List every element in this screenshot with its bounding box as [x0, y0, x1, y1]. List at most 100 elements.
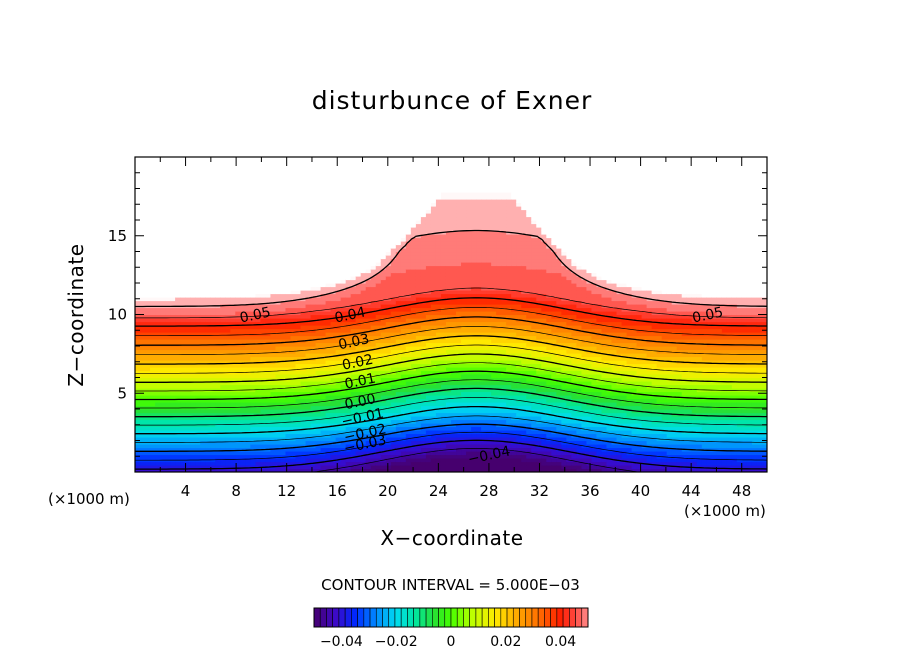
colorbar-tick-label: 0: [447, 634, 456, 650]
colorbar-swatch: [413, 607, 421, 628]
colorbar-swatch: [363, 607, 371, 628]
colorbar-swatch: [419, 607, 427, 628]
colorbar-swatch: [581, 607, 589, 628]
colorbar-swatch: [494, 607, 502, 628]
x-tick-label: 36: [580, 482, 599, 500]
colorbar-swatch: [488, 607, 495, 628]
contour-line: [135, 431, 767, 461]
colorbar-swatch: [357, 607, 365, 628]
contour-line: [135, 297, 767, 327]
colorbar-swatch: [537, 607, 545, 628]
colorbar-swatch: [394, 607, 402, 628]
colorbar-swatch: [313, 607, 321, 628]
colorbar-swatch: [319, 607, 327, 628]
contour-label: 0.01: [343, 371, 377, 393]
contour-line: [135, 362, 767, 392]
y-tick-label: 15: [108, 227, 127, 245]
colorbar-swatch: [444, 607, 452, 628]
colorbar-swatch: [432, 607, 439, 628]
colorbar-swatch: [388, 607, 396, 628]
contour-line: [135, 415, 767, 443]
contour-line: [135, 326, 767, 356]
x-tick-label: 32: [530, 482, 549, 500]
contour-line: [135, 307, 767, 337]
colorbar-swatch: [519, 607, 527, 628]
colorbar-tick-label: 0.04: [545, 634, 576, 650]
contour-line: [135, 353, 767, 383]
colorbar-swatch: [481, 607, 489, 628]
x-unit-label-right: (×1000 m): [684, 502, 766, 520]
x-tick-label: 20: [378, 482, 397, 500]
colorbar-swatch: [326, 607, 333, 628]
colorbar-tick-label: 0.02: [490, 634, 521, 650]
colorbar-swatch: [382, 607, 390, 628]
colorbar-swatch: [575, 607, 583, 628]
contour-labels: 0.05 0.040.030.020.010.00−0.01−0.02−0.03−…: [238, 304, 724, 468]
colorbar-swatch: [531, 607, 539, 628]
x-unit-label-left: (×1000 m): [48, 490, 130, 508]
colorbar-swatch: [562, 607, 570, 628]
x-tick-label: 44: [682, 482, 701, 500]
x-tick-label: 24: [429, 482, 448, 500]
colorbar: −0.04 −0.02 0 0.02 0.04: [313, 607, 589, 650]
contour-line: [135, 287, 767, 319]
x-tick-label: 28: [479, 482, 498, 500]
colorbar-swatch: [369, 607, 377, 628]
colorbar-swatch: [506, 607, 514, 628]
contour-line: [135, 316, 767, 346]
colorbar-swatch: [469, 607, 477, 628]
x-axis-label: X−coordinate: [380, 526, 524, 550]
colorbar-swatch: [512, 607, 520, 628]
colorbar-swatch: [456, 607, 464, 628]
colorbar-swatch: [425, 607, 433, 628]
colorbar-swatch: [569, 607, 576, 628]
contour-line: [135, 405, 767, 435]
contour-line: [135, 439, 767, 470]
contour-label: 0.05: [691, 304, 725, 326]
contour-label: 0.03: [337, 331, 371, 353]
y-tick-label: 10: [108, 306, 127, 324]
contour-label: 0.02: [341, 352, 375, 374]
contour-line: [135, 423, 767, 452]
colorbar-swatch: [556, 607, 564, 628]
x-tick-label: 40: [631, 482, 650, 500]
colorbar-swatch: [550, 607, 558, 628]
contour-lines: [135, 229, 767, 472]
contour-line: [135, 387, 767, 418]
contour-line: [135, 344, 767, 374]
x-axis: 4 8 12 16 20 24 28 32 36 40 44 48: [159, 157, 751, 500]
contour-label: 0.00: [343, 391, 377, 413]
colorbar-swatch: [344, 607, 352, 628]
y-axis-label: Z−coordinate: [64, 243, 88, 387]
x-tick-label: 16: [328, 482, 347, 500]
x-tick-label: 12: [277, 482, 296, 500]
contour-line: [135, 335, 767, 365]
contour-line: [135, 370, 767, 401]
y-axis: 5 10 15: [108, 172, 767, 457]
y-tick-label: 5: [117, 384, 127, 402]
colorbar-swatch: [525, 607, 533, 628]
colorbar-swatch: [463, 607, 470, 628]
contour-label: 0.05: [238, 304, 272, 326]
colorbar-swatch: [475, 607, 483, 628]
colorbar-swatch: [375, 607, 383, 628]
colorbar-tick-label: −0.02: [375, 634, 418, 650]
contour-line: [135, 379, 767, 409]
colorbar-swatch: [544, 607, 551, 628]
colorbar-swatch: [438, 607, 446, 628]
colorbar-tick-label: −0.04: [320, 634, 363, 650]
colorbar-swatch: [332, 607, 340, 628]
contour-interval-text: CONTOUR INTERVAL = 5.000E−03: [321, 576, 580, 594]
x-tick-label: 8: [231, 482, 241, 500]
colorbar-swatch: [351, 607, 358, 628]
colorbar-swatch: [400, 607, 408, 628]
colorbar-swatch: [407, 607, 414, 628]
x-tick-label: 48: [732, 482, 751, 500]
chart-title: disturbunce of Exner: [311, 86, 593, 115]
colorbar-swatch: [450, 607, 458, 628]
colorbar-swatch: [500, 607, 508, 628]
contour-label: 0.04: [333, 304, 367, 326]
x-tick-label: 4: [181, 482, 191, 500]
colorbar-swatch: [338, 607, 346, 628]
